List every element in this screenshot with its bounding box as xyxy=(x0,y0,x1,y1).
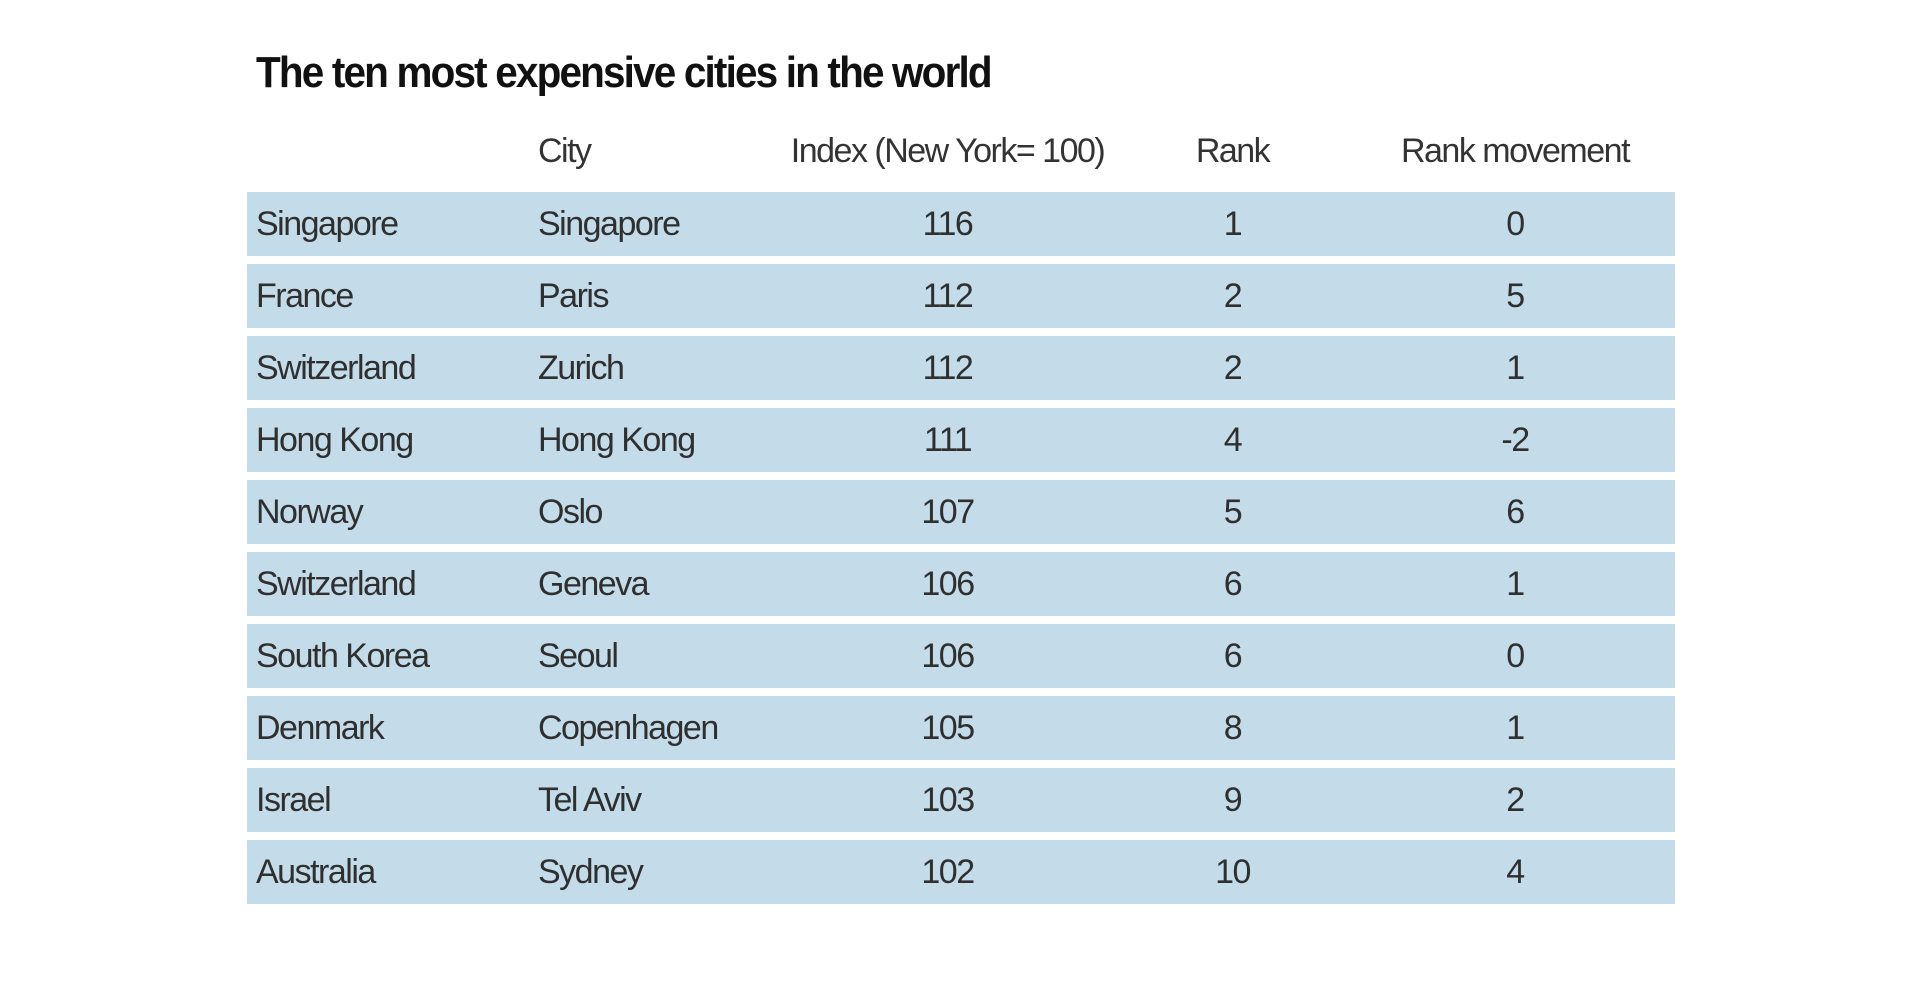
index-cell: 102 xyxy=(921,852,975,891)
city-cell: Copenhagen xyxy=(538,708,719,747)
city-cell: Tel Aviv xyxy=(538,780,642,819)
rank-cell: 9 xyxy=(1223,780,1243,819)
header-index: Index (New York= 100) xyxy=(790,131,1106,170)
header-rank: Rank xyxy=(1195,131,1271,170)
rank-movement-cell: 5 xyxy=(1506,276,1525,315)
rank-cell: 2 xyxy=(1223,276,1243,315)
rank-movement-cell: 1 xyxy=(1506,348,1525,387)
table-row: Singapore Singapore 116 1 0 xyxy=(247,192,1675,256)
data-table: City Index (New York= 100) Rank Rank mov… xyxy=(247,118,1675,904)
country-cell: France xyxy=(256,276,354,315)
rank-cell: 8 xyxy=(1223,708,1243,747)
country-cell: Norway xyxy=(256,492,364,531)
rank-movement-cell: 0 xyxy=(1506,636,1525,675)
index-cell: 112 xyxy=(922,276,974,315)
country-cell: Switzerland xyxy=(256,348,417,387)
rank-movement-cell: 1 xyxy=(1506,708,1525,747)
table-row: Israel Tel Aviv 103 9 2 xyxy=(247,768,1675,832)
country-cell: Switzerland xyxy=(256,564,417,603)
table-row: France Paris 112 2 5 xyxy=(247,264,1675,328)
country-cell: Israel xyxy=(256,780,332,819)
header-city: City xyxy=(538,131,592,170)
index-cell: 106 xyxy=(921,636,975,675)
country-cell: Singapore xyxy=(256,204,399,243)
table-row: South Korea Seoul 106 6 0 xyxy=(247,624,1675,688)
country-cell: Hong Kong xyxy=(256,420,414,459)
table-row: Switzerland Geneva 106 6 1 xyxy=(247,552,1675,616)
city-cell: Paris xyxy=(538,276,609,315)
rank-cell: 2 xyxy=(1223,348,1243,387)
index-cell: 105 xyxy=(921,708,975,747)
rank-movement-cell: 2 xyxy=(1506,780,1525,819)
rank-movement-cell: 4 xyxy=(1506,852,1525,891)
city-cell: Hong Kong xyxy=(538,420,696,459)
city-cell: Seoul xyxy=(538,636,619,675)
rank-movement-cell: 0 xyxy=(1506,204,1525,243)
rank-cell: 1 xyxy=(1223,204,1243,243)
country-cell: Australia xyxy=(256,852,376,891)
rank-movement-cell: -2 xyxy=(1501,420,1530,459)
table-row: Norway Oslo 107 5 6 xyxy=(247,480,1675,544)
rank-cell: 10 xyxy=(1215,852,1251,891)
rank-cell: 5 xyxy=(1223,492,1243,531)
city-cell: Sydney xyxy=(538,852,644,891)
index-cell: 111 xyxy=(923,420,973,459)
table-header-row: City Index (New York= 100) Rank Rank mov… xyxy=(247,118,1675,184)
rank-movement-cell: 6 xyxy=(1506,492,1525,531)
rank-cell: 6 xyxy=(1223,564,1243,603)
index-cell: 112 xyxy=(922,348,974,387)
index-cell: 106 xyxy=(921,564,975,603)
rank-cell: 4 xyxy=(1223,420,1243,459)
country-cell: South Korea xyxy=(256,636,430,675)
city-cell: Oslo xyxy=(538,492,603,531)
table-body: Singapore Singapore 116 1 0 France Paris 112 2 5 S… xyxy=(247,192,1675,904)
index-cell: 107 xyxy=(921,492,975,531)
city-cell: Singapore xyxy=(538,204,681,243)
table-row: Denmark Copenhagen 105 8 1 xyxy=(247,696,1675,760)
table-row: Australia Sydney 102 10 4 xyxy=(247,840,1675,904)
table-row: Switzerland Zurich 112 2 1 xyxy=(247,336,1675,400)
rank-movement-cell: 1 xyxy=(1506,564,1525,603)
country-cell: Denmark xyxy=(256,708,385,747)
table-title: The ten most expensive cities in the wor… xyxy=(256,48,993,97)
table-row: Hong Kong Hong Kong 111 4 -2 xyxy=(247,408,1675,472)
index-cell: 103 xyxy=(921,780,975,819)
city-cell: Zurich xyxy=(538,348,625,387)
city-cell: Geneva xyxy=(538,564,650,603)
header-rank-movement: Rank movement xyxy=(1400,131,1631,170)
rank-cell: 6 xyxy=(1223,636,1243,675)
index-cell: 116 xyxy=(922,204,974,243)
